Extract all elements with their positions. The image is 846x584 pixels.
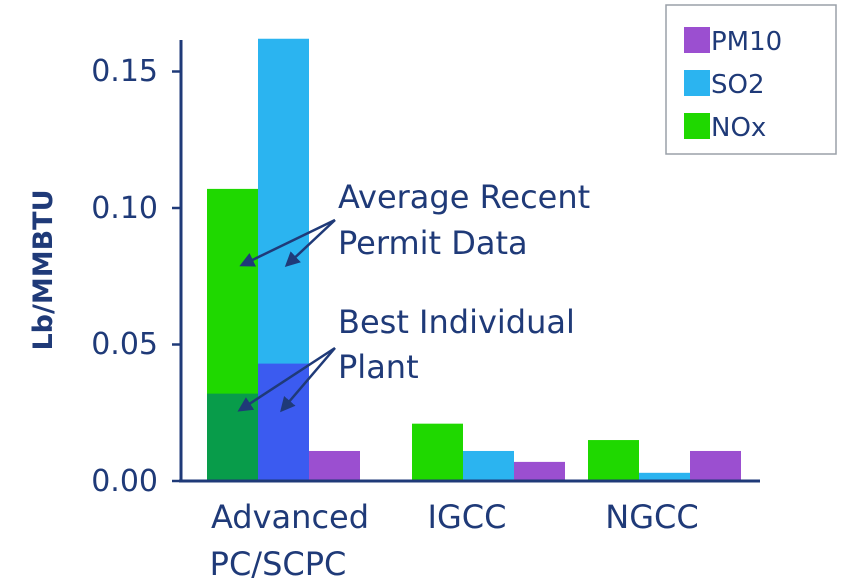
- y-tick-label: 0.05: [91, 327, 158, 362]
- legend-swatch-so2: [684, 70, 710, 96]
- y-tick-label: 0.10: [91, 191, 158, 226]
- bar-so2-2: [639, 472, 690, 481]
- arrow-best-so2: [280, 347, 336, 413]
- bar-so2-1: [463, 450, 514, 481]
- annotation-permit-data: Permit Data: [338, 224, 528, 262]
- legend-label-pm10: PM10: [711, 27, 782, 57]
- bar-pm10-2: [690, 450, 741, 481]
- y-tick-label: 0.15: [91, 54, 158, 89]
- legend: PM10 SO2 NOx: [665, 4, 837, 155]
- legend-swatch-nox: [684, 113, 710, 139]
- y-tick-label: 0.00: [91, 464, 158, 499]
- category-label: PC/SCPC: [210, 545, 347, 583]
- arrow-permit-so2: [284, 219, 336, 268]
- arrow-best-nox: [237, 346, 336, 412]
- bar-best-plant-so2: [258, 363, 309, 481]
- bar-pm10-1: [514, 461, 565, 481]
- bar-nox-2: [588, 440, 639, 481]
- category-label: Advanced: [211, 498, 369, 536]
- annotation-permit-data: Average Recent: [338, 178, 590, 216]
- annotation-best-plant: Plant: [338, 348, 419, 386]
- annotation-best-plant: Best Individual: [338, 303, 575, 341]
- y-axis-label: Lb/MMBTU: [28, 189, 59, 350]
- legend-label-nox: NOx: [711, 113, 766, 143]
- bars: [207, 38, 741, 482]
- bar-pm10-0: [309, 450, 360, 481]
- category-label: IGCC: [428, 498, 507, 536]
- bar-best-plant-nox: [207, 393, 258, 481]
- bar-nox-1: [412, 423, 463, 481]
- y-tick-labels: 0.00 0.05 0.10 0.15: [91, 54, 158, 499]
- legend-label-so2: SO2: [711, 70, 765, 100]
- legend-swatch-pm10: [684, 27, 710, 53]
- arrow-permit-nox: [239, 218, 336, 267]
- annotation-arrows: [237, 218, 336, 413]
- y-ticks: [172, 70, 181, 483]
- category-label: NGCC: [605, 498, 698, 536]
